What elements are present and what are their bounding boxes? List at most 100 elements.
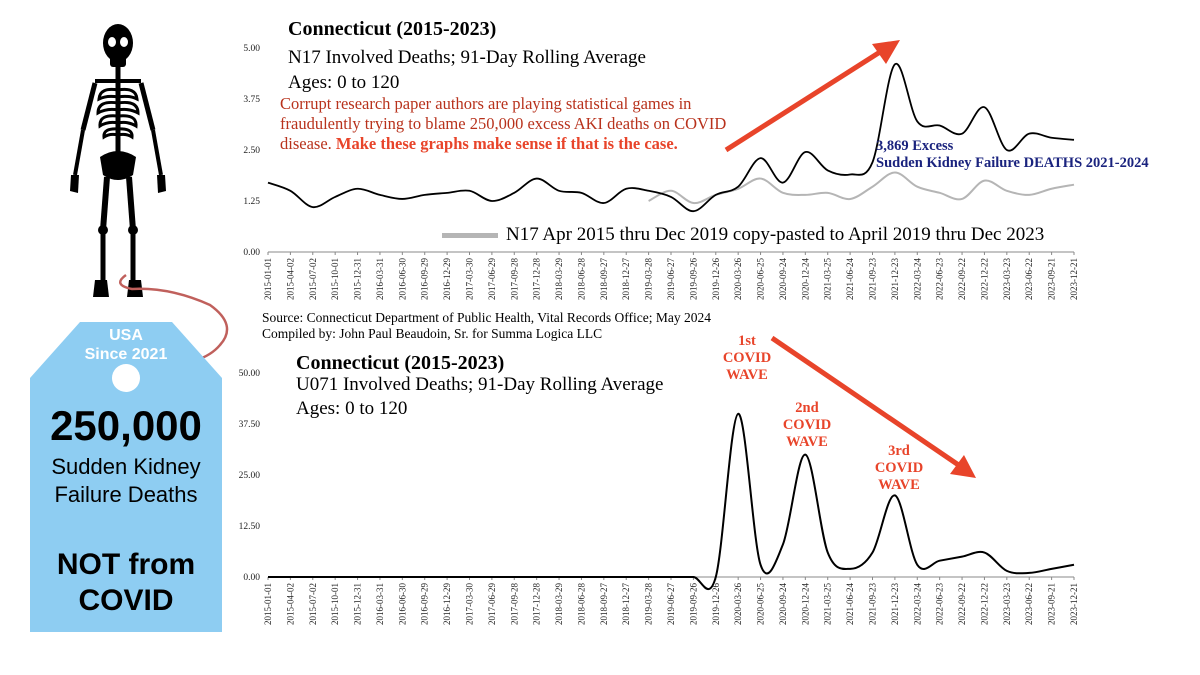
u071-x-tick-label: 2021-03-25	[823, 583, 833, 625]
u071-x-tick-label: 2022-06-23	[935, 583, 945, 625]
excess-deaths-label: 3,869 Excess Sudden Kidney Failure DEATH…	[876, 138, 1149, 172]
u071-x-tick-label: 2015-04-02	[285, 583, 295, 625]
n17-y-tick-label: 0.00	[243, 248, 260, 258]
u071-x-tick-label: 2017-06-29	[487, 583, 497, 625]
u071-title: Connecticut (2015-2023)	[296, 352, 505, 374]
n17-x-tick-label: 2016-12-29	[442, 258, 452, 300]
u071-y-tick-label: 25.00	[239, 471, 261, 481]
n17-note: Corrupt research paper authors are playi…	[280, 94, 726, 154]
u071-x-tick-label: 2020-12-24	[800, 583, 810, 625]
n17-x-tick-label: 2017-06-29	[487, 258, 497, 300]
n17-series-2-line	[267, 63, 1075, 213]
n17-note-line2: fraudulently trying to blame 250,000 exc…	[280, 114, 727, 133]
n17-x-tick-label: 2022-12-22	[979, 258, 989, 300]
u071-x-tick-label: 2023-12-21	[1069, 583, 1079, 625]
n17-x-tick-label: 2019-03-28	[644, 258, 654, 300]
u071-x-tick-label: 2021-06-24	[845, 583, 855, 625]
n17-x-tick-label: 2020-03-26	[733, 258, 743, 300]
n17-x-tick-label: 2017-12-28	[532, 258, 542, 300]
n17-x-tick-label: 2018-12-27	[621, 258, 631, 300]
u071-x-tick-label: 2018-03-29	[554, 583, 564, 625]
wave3-label: 3rd COVID WAVE	[866, 443, 932, 494]
n17-x-tick-label: 2015-12-31	[353, 258, 363, 300]
n17-x-tick-label: 2022-03-24	[912, 258, 922, 300]
n17-x-tick-label: 2016-03-31	[375, 258, 385, 300]
n17-x-tick-label: 2020-09-24	[778, 258, 788, 300]
tag-not-line2: COVID	[78, 584, 174, 617]
n17-x-tick-label: 2017-03-30	[465, 258, 475, 300]
n17-y-tick-label: 5.00	[243, 44, 260, 54]
n17-x-tick-label: 2022-06-23	[935, 258, 945, 300]
u071-x-tick-label: 2020-09-24	[778, 583, 788, 625]
u071-x-tick-label: 2016-06-30	[397, 583, 407, 625]
wave1-label: 1st COVID WAVE	[714, 333, 780, 384]
u071-x-tick-label: 2022-12-22	[979, 583, 989, 625]
u071-y-tick-label: 12.50	[239, 522, 261, 532]
wave1-label-line3: WAVE	[726, 367, 768, 383]
wave2-label-line1: 2nd	[795, 400, 819, 416]
n17-y-tick-label: 2.50	[243, 146, 260, 156]
wave2-label: 2nd COVID WAVE	[774, 400, 840, 451]
u071-x-tick-label: 2017-09-28	[509, 583, 519, 625]
n17-legend-label: N17 Apr 2015 thru Dec 2019 copy-pasted t…	[506, 224, 1045, 245]
u071-x-tick-label: 2018-12-27	[621, 583, 631, 625]
n17-x-tick-label: 2018-06-28	[576, 258, 586, 300]
tag-not-line1: NOT from	[56, 548, 196, 581]
tag-big-number: 250,000	[50, 402, 202, 449]
n17-x-tick-label: 2023-03-23	[1002, 258, 1012, 300]
n17-x-tick-label: 2023-09-21	[1047, 258, 1057, 300]
up-trend-arrow	[724, 40, 900, 153]
n17-source: Source: Connecticut Department of Public…	[262, 310, 711, 325]
tag-since: Since 2021	[84, 346, 168, 363]
wave3-label-line3: WAVE	[878, 477, 920, 493]
n17-chart: 0.00 1.25 2.50 3.75 5.00 2015-01-01 2015-04-02…	[243, 44, 1079, 300]
tag-sub-line2: Failure Deaths	[54, 482, 198, 507]
u071-x-tick-label: 2023-06-22	[1024, 583, 1034, 625]
u071-x-tick-label: 2019-12-26	[711, 583, 721, 625]
n17-x-tick-label: 2015-01-01	[263, 258, 273, 300]
n17-compiled: Compiled by: John Paul Beaudoin, Sr. for…	[262, 326, 603, 341]
u071-x-tick-label: 2017-03-30	[465, 583, 475, 625]
u071-y-tick-label: 50.00	[239, 369, 261, 379]
n17-x-tick-label: 2022-09-22	[957, 258, 967, 300]
u071-subtitle: U071 Involved Deaths; 91-Day Rolling Ave…	[296, 374, 664, 395]
price-tag: USA Since 2021 250,000 Sudden Kidney Fai…	[30, 322, 222, 632]
wave1-label-line1: 1st	[738, 333, 756, 349]
n17-note-line3-plain: disease.	[280, 134, 336, 153]
n17-x-tick-label: 2015-04-02	[285, 258, 295, 300]
u071-chart: 0.00 12.50 25.00 37.50 50.00 2015-01-01 2015-0…	[239, 369, 1079, 625]
n17-series	[267, 63, 1075, 213]
n17-x-tick-label: 2021-09-23	[868, 258, 878, 300]
u071-series	[268, 412, 1075, 590]
u071-x-tick-label: 2023-03-23	[1002, 583, 1012, 625]
u071-ages: Ages: 0 to 120	[296, 398, 408, 419]
u071-x-tick-label: 2020-03-26	[733, 583, 743, 625]
tag-shape	[30, 322, 222, 632]
wave3-label-line1: 3rd	[888, 443, 910, 459]
n17-y-tick-label: 3.75	[243, 95, 260, 105]
wave3-label-line2: COVID	[874, 460, 924, 476]
excess-deaths-line2: Sudden Kidney Failure DEATHS 2021-2024	[876, 155, 1149, 171]
n17-axes: 0.00 1.25 2.50 3.75 5.00 2015-01-01 2015-04-02…	[243, 44, 1079, 300]
tag-sub-line1: Sudden Kidney	[51, 454, 201, 479]
n17-x-tick-label: 2019-12-26	[711, 258, 721, 300]
n17-subtitle: N17 Involved Deaths; 91-Day Rolling Aver…	[288, 47, 646, 68]
u071-x-tick-label: 2019-09-26	[688, 583, 698, 625]
u071-x-tick-label: 2018-06-28	[576, 583, 586, 625]
u071-x-tick-label: 2018-09-27	[599, 583, 609, 625]
u071-x-tick-label: 2015-07-02	[308, 583, 318, 625]
u071-x-tick-label: 2019-03-28	[644, 583, 654, 625]
n17-note-line1: Corrupt research paper authors are playi…	[280, 94, 692, 113]
n17-x-tick-label: 2021-06-24	[845, 258, 855, 300]
u071-x-tick-label: 2015-12-31	[353, 583, 363, 625]
n17-x-tick-label: 2020-06-25	[756, 258, 766, 300]
wave2-label-line3: WAVE	[786, 434, 828, 450]
n17-legend-swatch	[442, 232, 498, 238]
u071-x-tick-label: 2022-03-24	[912, 583, 922, 625]
u071-y-tick-label: 0.00	[243, 573, 260, 583]
u071-x-tick-label: 2020-06-25	[756, 583, 766, 625]
n17-x-tick-label: 2017-09-28	[509, 258, 519, 300]
u071-y-tick-label: 37.50	[239, 420, 261, 430]
n17-title: Connecticut (2015-2023)	[288, 18, 497, 40]
